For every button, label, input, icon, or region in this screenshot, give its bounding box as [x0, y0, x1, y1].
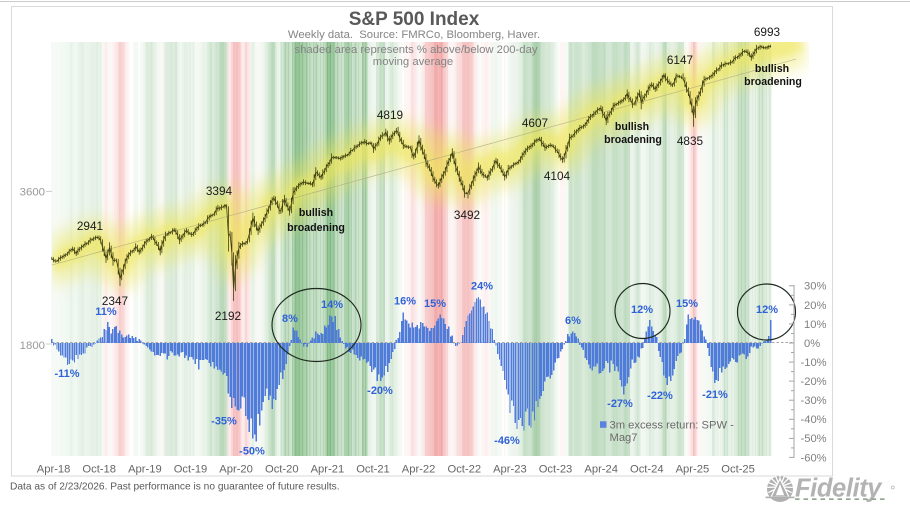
svg-text:11%: 11%: [95, 306, 117, 318]
svg-text:broadening: broadening: [287, 222, 345, 234]
svg-text:Oct-19: Oct-19: [174, 463, 208, 475]
svg-text:4819: 4819: [377, 108, 403, 122]
svg-text:2941: 2941: [77, 219, 103, 233]
svg-text:4104: 4104: [544, 169, 571, 183]
svg-text:-22%: -22%: [647, 390, 673, 402]
svg-text:3600: 3600: [20, 186, 45, 198]
svg-text:16%: 16%: [394, 296, 416, 308]
svg-text:broadening: broadening: [744, 76, 802, 88]
svg-text:moving average: moving average: [373, 56, 453, 68]
svg-text:3492: 3492: [454, 208, 480, 222]
svg-text:Apr-20: Apr-20: [219, 463, 253, 475]
svg-text:Oct-18: Oct-18: [82, 463, 116, 475]
svg-text:20%: 20%: [804, 300, 826, 312]
svg-text:12%: 12%: [756, 304, 778, 316]
svg-text:12%: 12%: [631, 304, 653, 316]
svg-text:bullish: bullish: [615, 121, 649, 133]
svg-text:-46%: -46%: [494, 435, 520, 447]
svg-text:6%: 6%: [565, 315, 581, 327]
svg-text:Apr-18: Apr-18: [37, 463, 71, 475]
svg-text:2192: 2192: [215, 309, 241, 323]
svg-text:14%: 14%: [321, 299, 343, 311]
svg-text:Oct-23: Oct-23: [539, 463, 573, 475]
svg-text:-27%: -27%: [607, 398, 633, 410]
svg-text:1800: 1800: [20, 340, 45, 352]
svg-text:-35%: -35%: [211, 416, 237, 428]
svg-text:Apr-22: Apr-22: [402, 463, 436, 475]
svg-text:6147: 6147: [667, 53, 693, 67]
svg-text:-11%: -11%: [54, 368, 79, 380]
svg-text:2347: 2347: [102, 294, 128, 308]
svg-text:Apr-19: Apr-19: [128, 463, 162, 475]
svg-text:4835: 4835: [677, 134, 704, 148]
svg-text:6993: 6993: [754, 25, 781, 39]
svg-text:Apr-21: Apr-21: [311, 463, 345, 475]
svg-text:Apr-25: Apr-25: [676, 463, 710, 475]
svg-text:-40%: -40%: [801, 414, 827, 426]
svg-text:Oct-25: Oct-25: [721, 463, 755, 475]
svg-text:broadening: broadening: [604, 134, 662, 146]
svg-text:3m excess return: SPW -: 3m excess return: SPW -: [610, 419, 735, 431]
svg-text:3394: 3394: [206, 184, 233, 198]
svg-text:Oct-22: Oct-22: [448, 463, 482, 475]
svg-text:-10%: -10%: [801, 357, 827, 369]
svg-text:10%: 10%: [804, 319, 826, 331]
svg-text:Mag7: Mag7: [610, 432, 638, 444]
svg-text:Apr-24: Apr-24: [584, 463, 618, 475]
svg-text:Fidelity: Fidelity: [795, 475, 883, 503]
svg-text:Apr-23: Apr-23: [493, 463, 527, 475]
svg-text:15%: 15%: [424, 298, 446, 310]
svg-text:0%: 0%: [804, 338, 820, 350]
svg-text:30%: 30%: [804, 281, 826, 293]
svg-text:Oct-24: Oct-24: [630, 463, 664, 475]
svg-text:24%: 24%: [471, 281, 493, 293]
svg-text:4607: 4607: [522, 116, 548, 130]
svg-text:-50%: -50%: [239, 446, 265, 458]
svg-text:-50%: -50%: [801, 433, 827, 445]
svg-text:bullish: bullish: [299, 207, 333, 219]
svg-text:-20%: -20%: [367, 385, 393, 397]
svg-text:-60%: -60%: [801, 452, 827, 464]
svg-text:-21%: -21%: [702, 389, 728, 401]
svg-text:bullish: bullish: [755, 63, 789, 75]
svg-text:8%: 8%: [282, 313, 298, 325]
svg-text:Data as of 2/23/2026. Past per: Data as of 2/23/2026. Past performance i…: [10, 482, 340, 493]
svg-text:-30%: -30%: [801, 395, 827, 407]
svg-text:shaded area represents % above: shaded area represents % above/below 200…: [294, 44, 537, 56]
svg-text:Oct-21: Oct-21: [356, 463, 390, 475]
svg-text:-20%: -20%: [801, 376, 827, 388]
svg-text:Oct-20: Oct-20: [265, 463, 299, 475]
svg-text:15%: 15%: [676, 298, 698, 310]
svg-text:Weekly data. Source: FMRCo, B: Weekly data. Source: FMRCo, Bloomberg, H…: [288, 29, 540, 41]
svg-text:S&P 500 Index: S&P 500 Index: [349, 9, 480, 30]
